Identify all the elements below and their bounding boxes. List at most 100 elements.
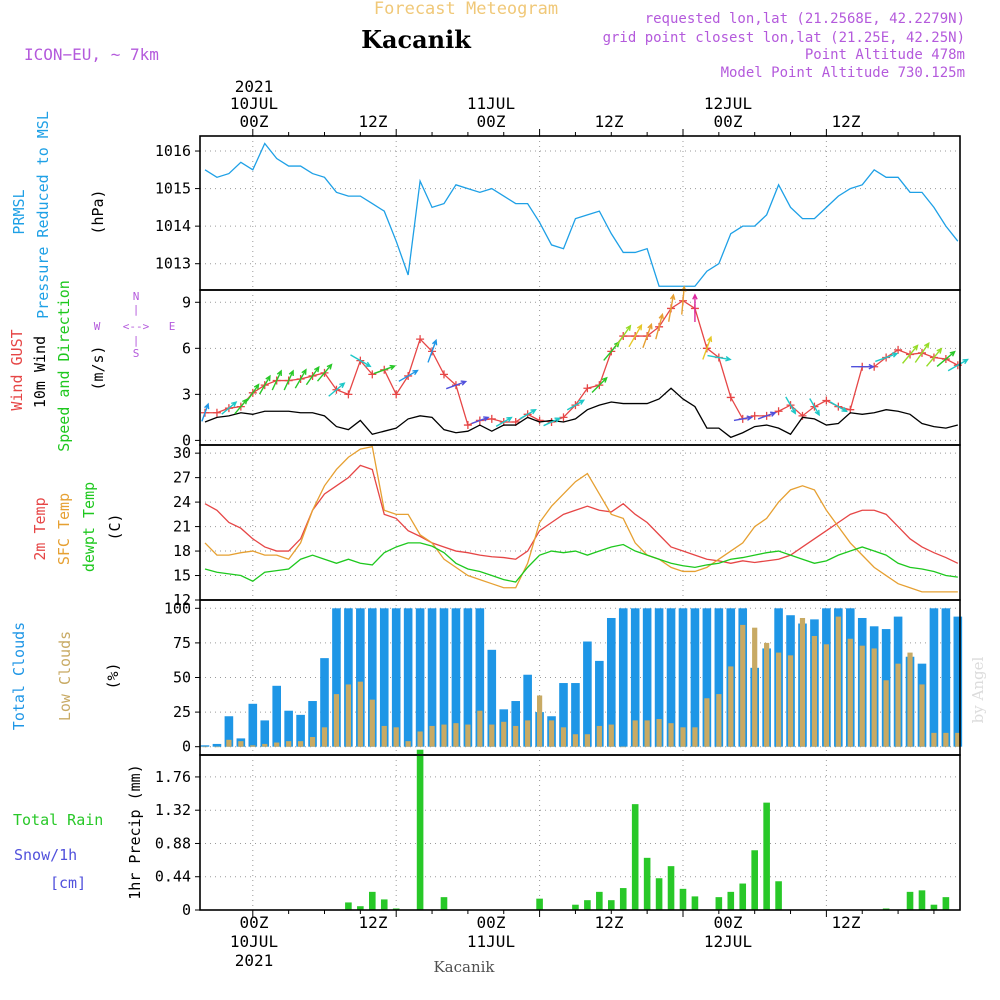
- temp-series-line: [204, 542, 958, 583]
- precip-bar: [357, 906, 364, 910]
- wind-panel-frame: [199, 289, 961, 446]
- low-clouds-bar: [955, 732, 961, 747]
- clouds-unit: (%): [104, 662, 122, 689]
- pressure-label-2: Pressure Reduced to MSL: [34, 111, 52, 319]
- total-clouds-label: Total Clouds: [10, 622, 28, 730]
- wind-series-line: [205, 299, 959, 426]
- low-clouds-bar: [775, 652, 782, 747]
- low-clouds-bar: [489, 724, 495, 747]
- compass-ns-bottom: |: [133, 334, 140, 347]
- wind-direction-arrow: [829, 401, 848, 413]
- bottom-year-label: 2021: [235, 951, 274, 970]
- model-altitude: Model Point Altitude 730.125m: [721, 65, 965, 81]
- wind-direction-arrow: [702, 335, 713, 360]
- total-clouds-bar: [475, 608, 485, 747]
- bottom-hour-label: 12Z: [832, 913, 861, 932]
- low-clouds-bar: [309, 737, 316, 747]
- compass-e: E: [169, 320, 176, 333]
- low-clouds-bar: [238, 741, 244, 747]
- low-clouds-bar: [381, 725, 387, 747]
- low-clouds-bar: [823, 644, 829, 747]
- total-clouds-bar: [630, 608, 640, 747]
- total-clouds-bar: [439, 608, 449, 747]
- temp-series-line: [204, 464, 959, 564]
- total-clouds-bar: [415, 608, 425, 747]
- total-clouds-bar: [642, 608, 652, 747]
- wind-direction-arrow: [914, 342, 930, 363]
- bottom-hour-label: 12Z: [359, 913, 388, 932]
- chart-panels: 1013101410151016036912151821242730025507…: [155, 129, 969, 919]
- total-clouds-bar: [308, 701, 317, 747]
- precip-panel: 0 0.44 0.88 1.32 1.76: [155, 749, 961, 919]
- precip-bar: [416, 749, 424, 910]
- top-hour-label: 00Z: [477, 112, 506, 131]
- top-day-label: 12JUL: [704, 94, 752, 113]
- y-tick-label: 18: [173, 542, 191, 560]
- wind-direction-arrow: [925, 347, 943, 367]
- pressure-panel: 1013 1014 1015 1016: [155, 135, 961, 291]
- clouds-panel: 0 25 50 75 100: [164, 599, 963, 756]
- low-clouds-bar: [847, 638, 853, 747]
- gust-marker: [726, 393, 735, 402]
- total-clouds-bar: [344, 608, 353, 747]
- low-clouds-bar: [214, 746, 220, 748]
- precip-bar: [715, 897, 723, 910]
- wind-direction-arrow: [707, 354, 732, 362]
- low-clouds-bar: [250, 745, 256, 747]
- low-clouds-bar: [692, 727, 698, 747]
- low-clouds-bar: [632, 720, 638, 747]
- low-clouds-bar: [429, 725, 435, 747]
- total-clouds-bar: [929, 608, 939, 747]
- total-clouds-bar: [702, 608, 712, 747]
- top-hour-label: 00Z: [240, 112, 269, 131]
- gust-marker: [750, 411, 759, 420]
- total-clouds-bar: [427, 608, 437, 747]
- wind-direction-arrow: [283, 369, 294, 391]
- compass-n: N: [133, 290, 140, 303]
- y-tick-label: 50: [173, 669, 191, 687]
- pressure-label-1: PRMSL: [10, 189, 28, 234]
- gust-marker: [212, 408, 221, 417]
- bottom-hour-label: 00Z: [477, 913, 506, 932]
- y-tick-label: 3: [182, 385, 191, 403]
- precip-unit: 1hr Precip (mm): [126, 764, 144, 899]
- low-clouds-bar: [465, 724, 471, 747]
- compass-w: W: [94, 320, 101, 333]
- total-clouds-bar: [595, 660, 604, 747]
- wind-direction-arrow: [936, 350, 956, 367]
- precip-bar: [906, 891, 914, 910]
- low-clouds-bar: [859, 645, 865, 747]
- gust-marker: [344, 390, 353, 399]
- precip-bar: [643, 857, 651, 910]
- low-clouds-bar: [787, 655, 794, 747]
- y-tick-label: 9: [182, 293, 191, 311]
- y-tick-label: 1013: [155, 255, 191, 273]
- top-hour-label: 12Z: [832, 112, 861, 131]
- precip-panel-labels: Total Rain Snow/1h [cm] 1hr Precip (mm): [13, 764, 144, 899]
- location-title: Kacanik: [361, 25, 472, 54]
- low-clouds-bar: [907, 652, 913, 747]
- low-clouds-bar: [441, 724, 447, 747]
- low-clouds-bar: [501, 721, 507, 747]
- total-clouds-bar: [200, 745, 210, 747]
- precip-bar: [763, 802, 770, 910]
- wind-direction-arrow: [875, 352, 899, 363]
- y-tick-label: 27: [173, 469, 191, 487]
- precip-bar: [942, 897, 950, 910]
- temp-panel-labels: 2m Temp SFC Temp dewpt Temp (C): [31, 482, 124, 572]
- low-clouds-bar: [596, 725, 602, 747]
- precip-bar: [655, 878, 663, 910]
- y-tick-label: 1016: [155, 142, 191, 160]
- wind-direction-arrow: [201, 402, 210, 422]
- low-clouds-bar: [716, 694, 722, 747]
- gust-marker: [463, 421, 472, 430]
- total-clouds-bar: [320, 658, 329, 747]
- y-tick-label: 6: [182, 339, 191, 357]
- wind-direction-arrow: [221, 401, 238, 415]
- wind-direction-arrow: [615, 324, 632, 347]
- low-clouds-bar: [752, 627, 758, 747]
- low-clouds-bar: [513, 725, 519, 747]
- low-clouds-bar: [931, 732, 937, 747]
- low-clouds-bar: [525, 720, 531, 747]
- snow-label: Snow/1h: [14, 846, 77, 864]
